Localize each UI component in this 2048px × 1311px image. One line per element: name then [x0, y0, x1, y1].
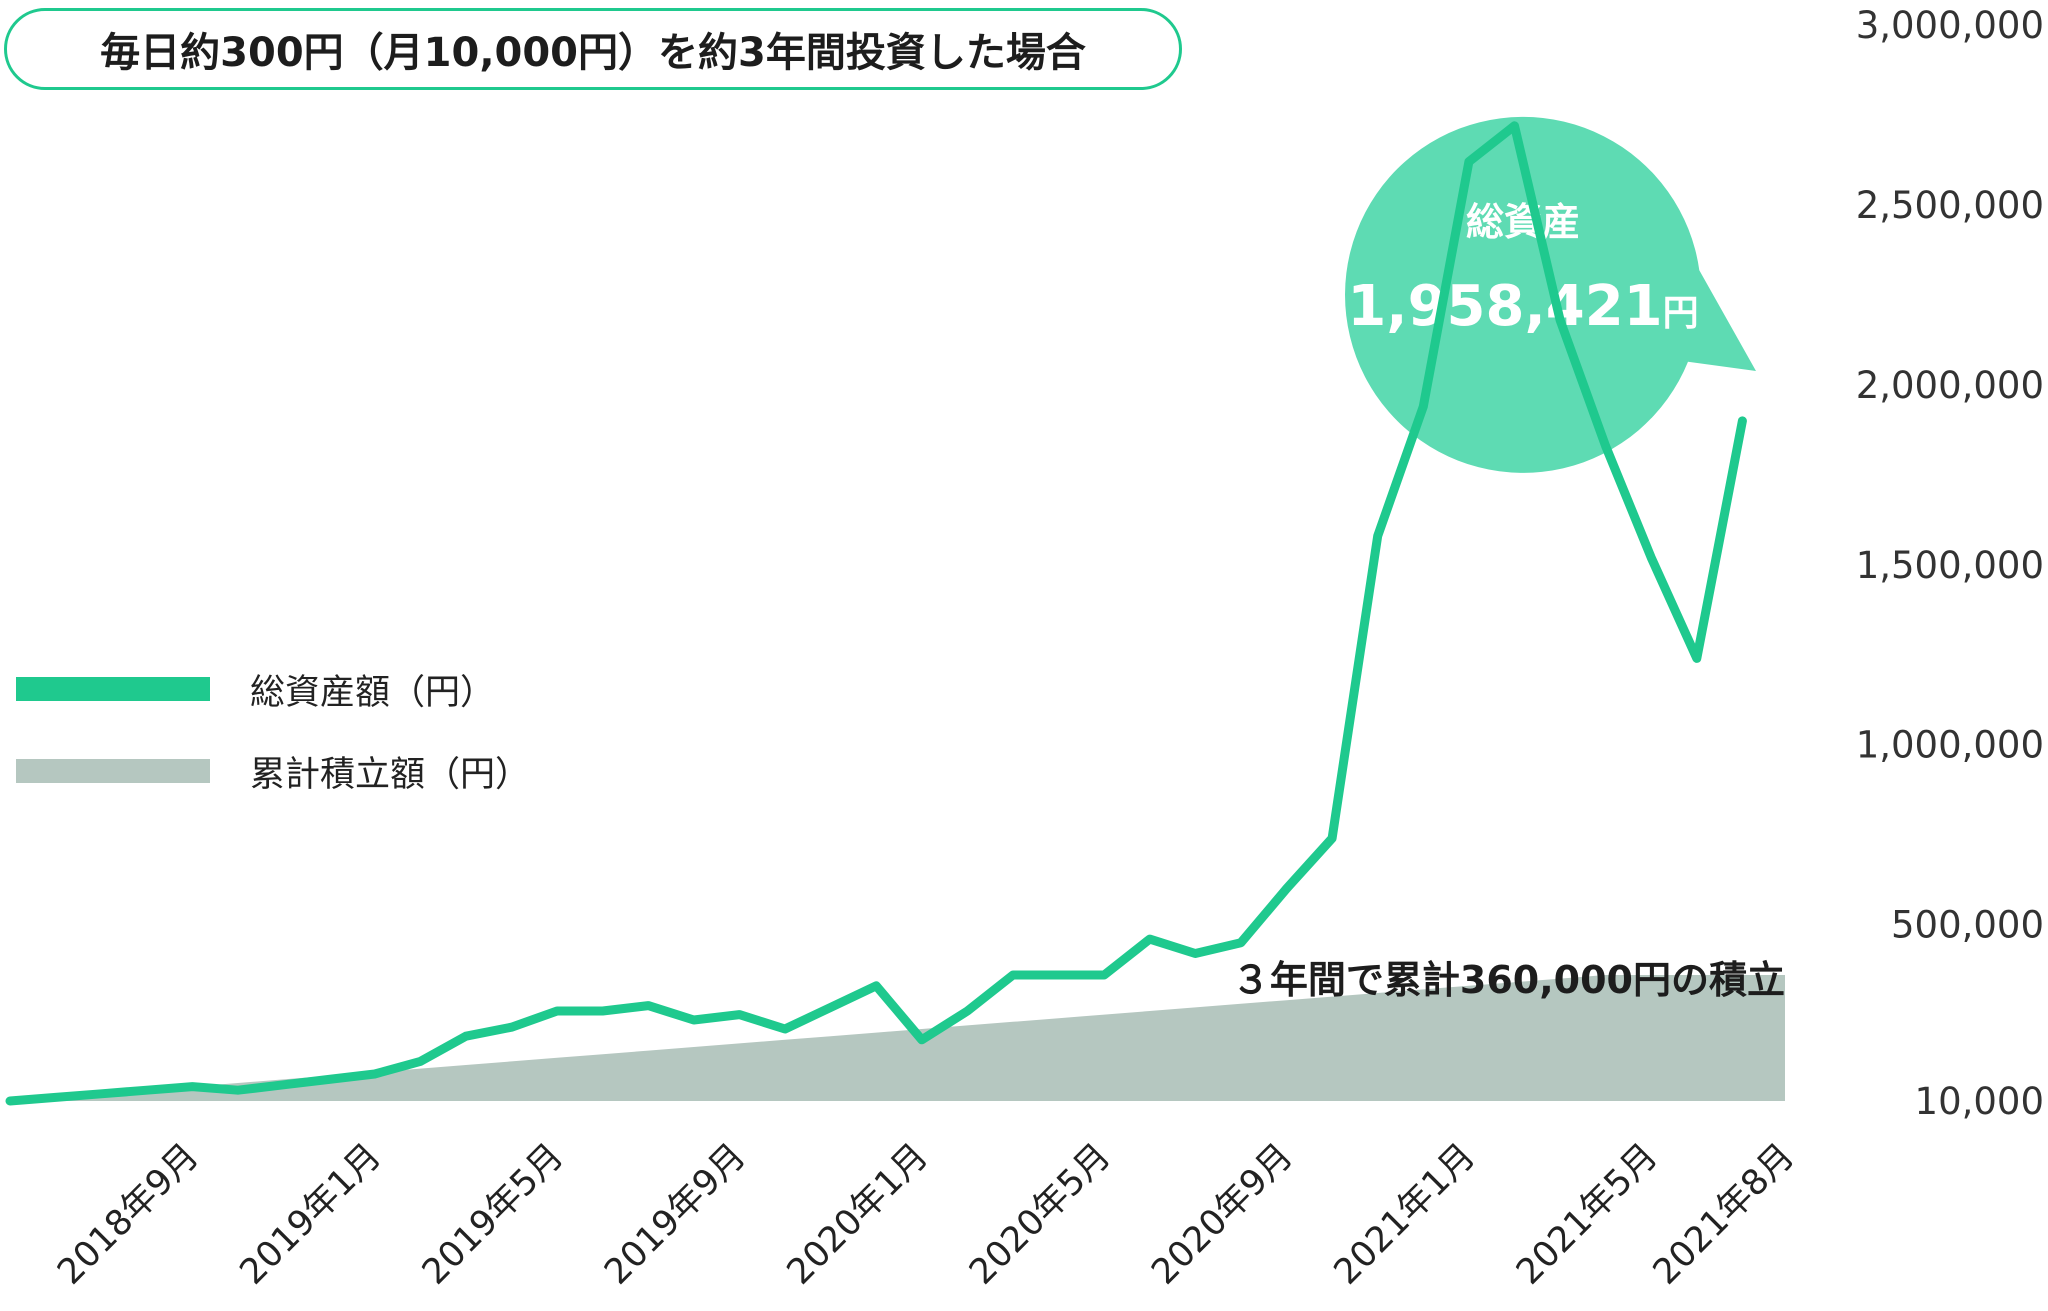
annotation-cumulative: ３年間で累計360,000円の積立: [1232, 958, 1785, 1002]
x-tick-label: 2021年5月: [1509, 1136, 1666, 1293]
x-tick-label: 2019年5月: [415, 1136, 572, 1293]
legend-item-cumulative: 累計積立額（円）: [16, 742, 530, 800]
legend-swatch-cumulative: [16, 759, 210, 783]
y-axis: 10,000 500,000 1,000,000 1,500,000 2,000,000…: [1856, 4, 2044, 1123]
x-tick-label: 2020年1月: [780, 1136, 937, 1293]
chart-title: 毎日約300円（月10,000円）を約3年間投資した場合: [100, 30, 1086, 76]
x-tick-label: 2020年5月: [962, 1136, 1119, 1293]
callout-value-line: 1,958,421円: [1347, 274, 1698, 339]
total-asset-line-layer: [5, 121, 1747, 1106]
legend-item-total: 総資産額（円）: [16, 660, 530, 718]
legend-swatch-total: [16, 677, 210, 701]
x-tick-label: 2018年9月: [50, 1136, 207, 1293]
cumulative-area-layer: [10, 975, 1785, 1101]
total-asset-line: [5, 121, 1747, 1106]
x-tick-label: 2020年9月: [1144, 1136, 1301, 1293]
cumulative-area: [10, 975, 1785, 1101]
y-tick-label: 1,000,000: [1856, 724, 2044, 767]
callout-value: 1,958,421: [1347, 274, 1662, 339]
legend-label-total: 総資産額（円）: [250, 672, 496, 713]
x-tick-label: 2021年8月: [1646, 1136, 1803, 1293]
callout-unit: 円: [1663, 293, 1699, 334]
x-axis: 2018年9月 2019年1月 2019年5月 2019年9月 2020年1月 2020年…: [50, 1136, 1802, 1293]
legend-label-cumulative: 累計積立額（円）: [250, 754, 531, 795]
y-tick-label: 2,000,000: [1856, 364, 2044, 407]
x-tick-label: 2019年1月: [233, 1136, 390, 1293]
y-tick-label: 2,500,000: [1856, 184, 2044, 227]
x-tick-label: 2021年1月: [1327, 1136, 1484, 1293]
callout-label: 総資産: [1466, 200, 1580, 244]
x-tick-label: 2019年9月: [597, 1136, 754, 1293]
chart-title-pill: 毎日約300円（月10,000円）を約3年間投資した場合: [4, 8, 1182, 90]
y-tick-label: 3,000,000: [1856, 4, 2044, 47]
legend: 総資産額（円） 累計積立額（円）: [16, 660, 530, 824]
y-tick-label: 10,000: [1915, 1080, 2044, 1123]
y-tick-label: 1,500,000: [1856, 544, 2044, 587]
y-tick-label: 500,000: [1891, 904, 2044, 947]
